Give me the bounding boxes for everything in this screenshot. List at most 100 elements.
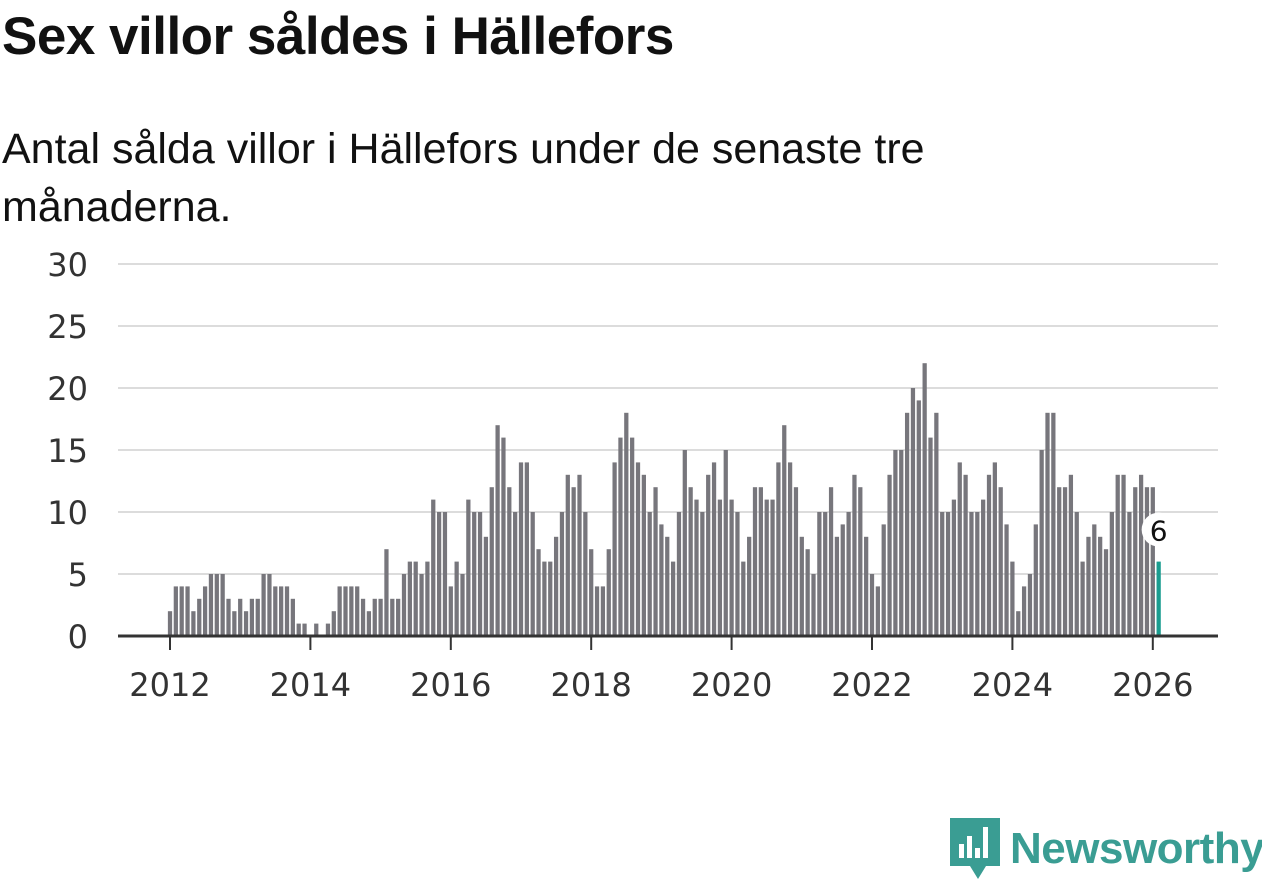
bar [489, 487, 494, 636]
bar [858, 487, 863, 636]
y-tick-label: 5 [68, 556, 88, 594]
bar [1004, 524, 1009, 636]
bar [700, 512, 705, 636]
bar [893, 450, 898, 636]
bar [337, 586, 342, 636]
bar [536, 549, 541, 636]
bar [273, 586, 278, 636]
bar [711, 462, 717, 636]
bar [916, 400, 921, 636]
bar [501, 437, 506, 636]
bar [1121, 474, 1126, 636]
brand-name: Newsworthy [1010, 824, 1262, 873]
x-tick-label: 2024 [972, 666, 1053, 704]
bar [559, 512, 565, 636]
bar [355, 586, 360, 636]
bar [425, 561, 430, 636]
bar [735, 512, 740, 636]
bar [483, 536, 489, 636]
bar [407, 561, 412, 636]
bar [378, 598, 383, 636]
bar [436, 512, 442, 636]
bar [1074, 512, 1079, 636]
bar [284, 586, 290, 636]
bar [606, 549, 611, 636]
bar [904, 412, 910, 636]
bar [741, 561, 746, 636]
bar [1098, 536, 1103, 636]
bar [1103, 549, 1109, 636]
bar [875, 586, 880, 636]
bar [594, 586, 600, 636]
bar [1062, 487, 1068, 636]
bar [618, 437, 623, 636]
bar [442, 512, 448, 636]
bar [840, 524, 845, 636]
bar [454, 561, 459, 636]
bar [214, 574, 219, 636]
bar [881, 524, 886, 636]
bar [472, 512, 477, 636]
bar [530, 512, 535, 636]
bar [747, 536, 752, 636]
bar [928, 437, 933, 636]
bar [238, 598, 243, 636]
bar [577, 474, 582, 636]
bar [1057, 487, 1062, 636]
bar [1021, 586, 1027, 636]
bar [799, 536, 804, 636]
bar [706, 474, 711, 636]
bar [448, 586, 453, 636]
bar [641, 474, 646, 636]
bar [343, 586, 348, 636]
bar [723, 450, 728, 636]
bar [934, 412, 939, 636]
bar [553, 536, 559, 636]
bar [1080, 561, 1085, 636]
bar [752, 487, 758, 636]
bar [852, 474, 857, 636]
bar [869, 574, 875, 636]
bar [612, 462, 617, 636]
bar [1068, 474, 1074, 636]
bar [770, 499, 775, 636]
chart-subtitle: Antal sålda villor i Hällefors under de … [2, 125, 925, 231]
highlight-value-label: 6 [1150, 515, 1168, 548]
x-tick-label: 2026 [1112, 666, 1193, 704]
bar [922, 363, 927, 636]
bar [957, 462, 962, 636]
y-tick-label: 30 [47, 246, 88, 284]
bar [513, 512, 518, 636]
bar [992, 462, 997, 636]
bar [1033, 524, 1038, 636]
bar [296, 623, 301, 636]
bar [624, 412, 629, 636]
bar [981, 499, 986, 636]
bar [963, 474, 968, 636]
y-tick-label: 25 [47, 308, 88, 346]
x-tick-label: 2014 [270, 666, 351, 704]
bar [793, 487, 799, 636]
bar [261, 574, 266, 636]
bar [630, 437, 635, 636]
bar [998, 487, 1003, 636]
x-tick-label: 2016 [410, 666, 491, 704]
bar [688, 487, 693, 636]
y-tick-label: 0 [68, 618, 88, 656]
bar [589, 549, 594, 636]
bar [676, 512, 682, 636]
bar [243, 611, 249, 636]
bar [776, 462, 781, 636]
bar [823, 512, 828, 636]
bar [401, 574, 407, 636]
bar [1045, 412, 1050, 636]
bar [1150, 487, 1155, 636]
bar [1109, 512, 1114, 636]
bar [466, 499, 471, 636]
bar [220, 574, 225, 636]
y-tick-label: 15 [47, 432, 88, 470]
newsworthy-logo-icon [950, 818, 1000, 879]
newsworthy-brand: Newsworthy [950, 818, 1262, 880]
bar [419, 574, 424, 636]
bar [975, 512, 980, 636]
